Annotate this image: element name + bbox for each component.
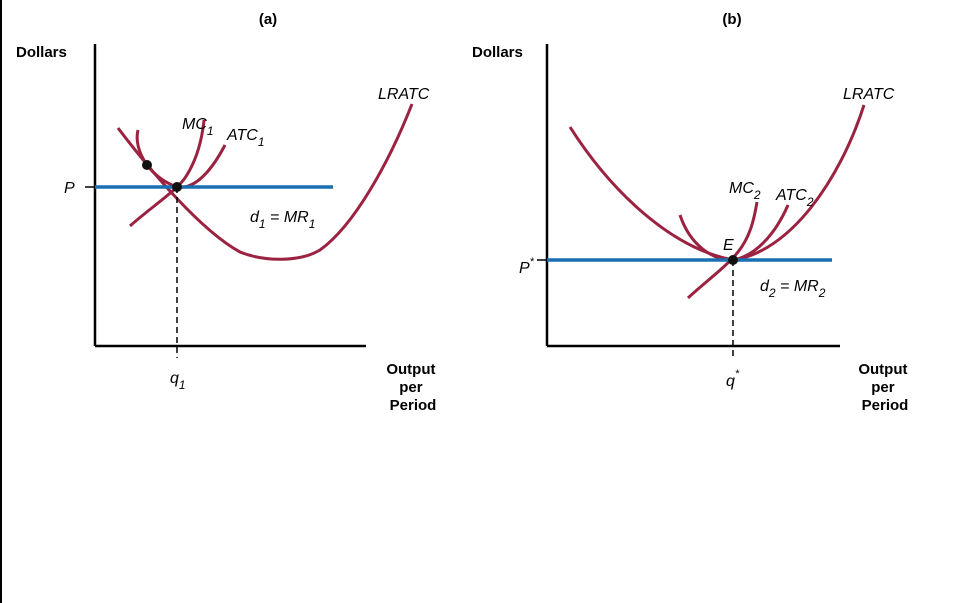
- panel-a-demand-label: d1 = MR1: [250, 209, 315, 231]
- panel-b-demand-label: d2 = MR2: [760, 278, 826, 300]
- panel-a-atc1-label: ATC1: [226, 127, 265, 149]
- panel-a: (a) Dollars P LRATC MC1 ATC1 d1 = MR1 q1…: [16, 11, 439, 414]
- panel-b-mc2-curve: [686, 201, 759, 300]
- panel-a-equilibrium-point: [172, 182, 182, 192]
- panel-b-title: (b): [722, 11, 741, 28]
- panel-b-y-axis-label: Dollars: [472, 44, 523, 61]
- panel-a-title: (a): [259, 11, 277, 28]
- panel-a-lratc-label: LRATC: [378, 86, 430, 103]
- panel-b-lratc-label: LRATC: [843, 86, 895, 103]
- panel-a-lratc-tangent-point: [142, 160, 152, 170]
- panel-b-lratc-curve: [568, 104, 866, 262]
- panel-a-quantity-label: q1: [170, 370, 186, 392]
- panel-a-x-axis-label: Output per Period: [386, 361, 439, 414]
- panel-b-equilibrium-label: E: [723, 237, 734, 254]
- panel-b-price-label: P*: [519, 256, 535, 277]
- panel-a-price-label: P: [64, 180, 75, 197]
- panel-b-quantity-label: q*: [726, 368, 740, 390]
- panel-a-mc1-label: MC1: [182, 116, 214, 138]
- panel-b-x-axis-label: Output per Period: [858, 361, 911, 414]
- panel-a-atc1-curve: [135, 129, 227, 189]
- panel-b: (b) Dollars P* E LRATC MC2 ATC2 d2 = MR2…: [472, 11, 911, 414]
- panel-b-atc2-label: ATC2: [775, 187, 814, 209]
- panel-a-y-axis-label: Dollars: [16, 44, 67, 61]
- panel-b-equilibrium-point: [728, 255, 738, 265]
- panel-b-atc2-curve: [678, 204, 790, 262]
- panel-a-lratc-curve: [116, 103, 414, 261]
- panel-b-mc2-label: MC2: [729, 180, 761, 202]
- panel-a-mc1-curve: [128, 119, 206, 228]
